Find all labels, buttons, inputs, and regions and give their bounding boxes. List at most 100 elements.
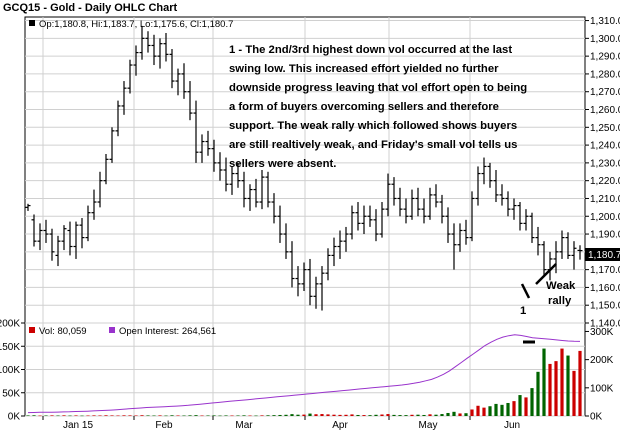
volume-bar [386, 414, 390, 416]
volume-bar [380, 414, 384, 416]
x-tick-label: Mar [235, 420, 253, 431]
ohlc-bar [403, 198, 409, 224]
ohlc-bar [457, 223, 463, 252]
ohlc-bar [247, 184, 253, 211]
ohlc-bar [331, 237, 337, 267]
volume-bar [578, 350, 582, 416]
weak-rally-stroke [535, 263, 557, 285]
volume-bar [260, 415, 264, 416]
ohlc-bar [337, 230, 343, 259]
ohlc-bar [181, 63, 187, 99]
ohlc-bar [427, 187, 433, 220]
price-y-tick-label: 1,310.0 [590, 16, 620, 27]
volume-bar [182, 415, 186, 417]
ohlc-bar [259, 170, 265, 210]
volume-bar [290, 414, 294, 416]
volume-bar [464, 413, 468, 416]
volume-bar [254, 415, 258, 417]
volume-bar [200, 415, 204, 417]
ohlc-bar [463, 219, 469, 245]
volume-bar [86, 415, 90, 417]
price-legend-swatch [29, 20, 35, 26]
ohlc-bar [31, 214, 37, 247]
last-price-label: 1,180.7 [588, 250, 620, 261]
volume-bar [38, 415, 42, 417]
ohlc-bar [193, 100, 199, 163]
price-header: Op:1,180.8, Hi:1,183.7, Lo:1,175.6, Cl:1… [39, 19, 233, 30]
price-y-tick-label: 1,240.0 [590, 141, 620, 152]
ohlc-bar [175, 68, 181, 96]
volume-bar [422, 414, 426, 416]
last-price-tag-box [585, 248, 620, 261]
volume-bar [404, 415, 408, 416]
price-y-tick-label: 1,210.0 [590, 194, 620, 205]
ohlc-bar [121, 81, 127, 115]
ohlc-bar [343, 226, 349, 252]
ohlc-bar [85, 205, 91, 242]
last-price-tag: 1,180.7 [585, 248, 620, 261]
volume-bar [458, 413, 462, 416]
ohlc-bar [25, 203, 31, 211]
ohlc-bar [115, 100, 121, 137]
volume-bar [536, 371, 540, 416]
volume-bar [326, 414, 330, 416]
volume-bar [236, 415, 240, 416]
oi-right-tick-label: 200K [590, 355, 614, 366]
ohlc-bar [469, 191, 475, 242]
ohlc-bar [163, 33, 169, 62]
x-tick-label: Jun [504, 420, 520, 431]
ohlc-bar [361, 205, 367, 235]
price-y-tick-label: 1,200.0 [590, 212, 620, 223]
volume-bar [230, 415, 234, 417]
ohlc-bar [475, 166, 481, 206]
ohlc-bar [73, 221, 79, 259]
price-y-tick-label: 1,150.0 [590, 301, 620, 312]
volume-bar [206, 415, 210, 416]
volume-bar [134, 415, 138, 416]
swing-low-marker: 1 [520, 305, 526, 317]
volume-bar [392, 414, 396, 416]
ohlc-bar [535, 226, 541, 256]
annotation-line-7: sellers were absent. [229, 158, 336, 170]
price-bars [25, 25, 583, 311]
volume-left-tick-label: 150K [0, 342, 20, 353]
volume-bar [512, 401, 516, 416]
ohlc-bar [277, 205, 283, 243]
volume-bar [242, 415, 246, 416]
ohlc-bar [61, 225, 67, 251]
volume-bar [248, 415, 252, 417]
ohlc-bar [169, 49, 175, 89]
ohlc-bar [283, 223, 289, 259]
ohlc-bar [229, 166, 235, 195]
ohlc-bar [505, 191, 511, 217]
ohlc-bar [529, 212, 535, 243]
volume-bar [176, 415, 180, 416]
price-y-tick-label: 1,300.0 [590, 34, 620, 45]
ohlc-bar [91, 189, 97, 220]
volume-bar [152, 415, 156, 417]
volume-bar [56, 415, 60, 417]
annotation-line-6: are still realtively weak, and Friday's … [229, 139, 517, 151]
volume-bar [170, 415, 174, 416]
chart-title: GCQ15 - Gold - Daily OHLC Chart [3, 2, 178, 14]
x-tick-label: Feb [155, 420, 173, 431]
weak-rally-label-line1: Weak [546, 280, 576, 292]
ohlc-bar [319, 266, 325, 311]
volume-bar [452, 411, 456, 416]
oi-right-tick-label: 0K [590, 412, 603, 423]
volume-bar [116, 415, 120, 417]
ohlc-bar [433, 184, 439, 208]
volume-bar [476, 405, 480, 416]
volume-bar [428, 414, 432, 416]
ohlc-bar [559, 230, 565, 259]
ohlc-bar [187, 81, 193, 121]
volume-bar [212, 415, 216, 416]
weak-rally-label-line2: rally [548, 295, 572, 307]
ohlc-bar [313, 276, 319, 309]
ohlc-bar [565, 232, 571, 259]
ohlc-bar [421, 198, 427, 224]
ohlc-bar [379, 202, 385, 238]
ohlc-bar [523, 209, 529, 231]
